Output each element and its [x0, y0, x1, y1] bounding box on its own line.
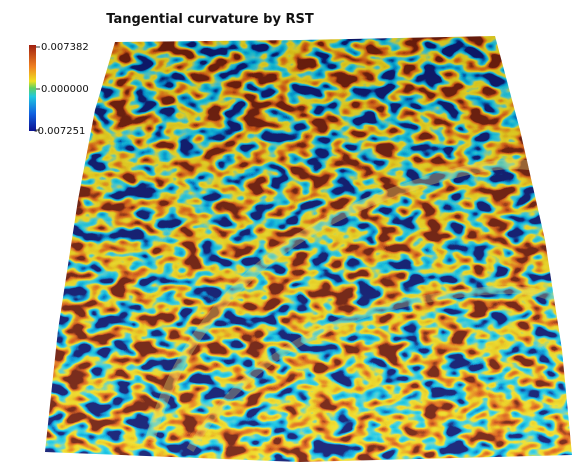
surface-shading [40, 30, 573, 467]
legend-label: 0.000000 [41, 84, 89, 95]
terrain [40, 30, 573, 467]
title: Tangential curvature by RST [106, 12, 314, 27]
color-bar [29, 45, 36, 131]
legend-label: 0.007382 [41, 42, 89, 53]
legend: 0.007382 0.000000 -0.007251 [29, 42, 89, 137]
scene: Tangential curvature by RST 0.007382 0.0… [0, 0, 573, 467]
legend-label: -0.007251 [34, 126, 85, 137]
page: Tangential curvature by RST 0.007382 0.0… [0, 0, 573, 467]
